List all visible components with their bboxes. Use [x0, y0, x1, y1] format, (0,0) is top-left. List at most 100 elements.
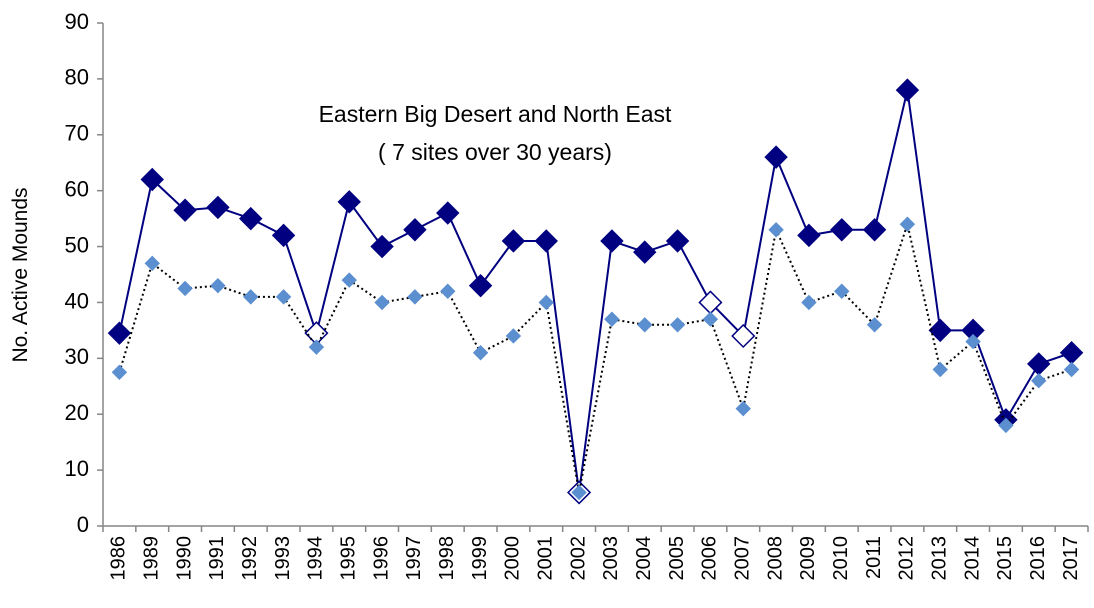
marker	[337, 190, 361, 214]
x-tick-label: 1992	[239, 536, 261, 581]
marker	[243, 289, 259, 305]
marker	[239, 206, 263, 231]
marker	[600, 229, 624, 253]
marker	[403, 218, 427, 242]
x-tick-label: 2003	[600, 536, 622, 581]
marker	[210, 277, 226, 294]
x-tick-label: 2016	[1027, 536, 1049, 581]
marker	[436, 201, 460, 225]
x-tick-label: 2013	[929, 536, 951, 581]
marker	[1027, 352, 1051, 376]
y-tick-label: 0	[77, 512, 89, 537]
x-tick-label: 2004	[633, 536, 655, 581]
marker	[768, 222, 784, 238]
marker	[440, 283, 456, 299]
x-tick-label: 2011	[863, 536, 885, 579]
x-tick-label: 1996	[370, 536, 392, 581]
y-tick-label: 20	[65, 400, 89, 425]
marker	[731, 323, 756, 349]
marker	[472, 345, 489, 361]
marker	[928, 318, 952, 343]
marker	[308, 339, 325, 355]
marker	[801, 294, 817, 311]
marker	[1063, 361, 1080, 378]
marker	[735, 400, 751, 417]
y-tick-label: 50	[65, 232, 89, 257]
y-tick-label: 30	[65, 344, 89, 369]
x-tick-label: 1990	[173, 536, 195, 581]
x-tick-label: 2015	[994, 536, 1016, 581]
marker	[538, 294, 554, 311]
marker	[505, 328, 522, 344]
marker	[764, 145, 788, 169]
marker	[206, 195, 230, 220]
y-tick-label: 90	[65, 9, 89, 34]
x-tick-label: 2008	[764, 536, 786, 581]
x-tick-label: 2009	[797, 536, 819, 581]
x-tick-label: 2007	[732, 536, 754, 581]
marker	[140, 167, 164, 192]
x-tick-label: 1995	[338, 536, 360, 581]
marker	[173, 198, 197, 222]
x-tick-label: 2005	[666, 536, 688, 581]
y-tick-label: 60	[65, 176, 89, 201]
x-tick-label: 2014	[961, 536, 983, 581]
x-tick-label: 1994	[305, 536, 327, 581]
y-axis-label: No. Active Mounds	[9, 187, 32, 362]
y-tick-label: 40	[65, 288, 89, 313]
x-tick-label: 2006	[699, 536, 721, 581]
marker	[407, 289, 423, 305]
marker	[370, 234, 394, 259]
x-tick-label: 1986	[108, 536, 130, 581]
marker	[374, 294, 390, 311]
marker	[895, 78, 920, 102]
marker	[144, 255, 160, 272]
marker	[932, 361, 948, 378]
x-tick-label: 2017	[1060, 536, 1082, 581]
x-tick-label: 2012	[896, 536, 918, 581]
marker	[866, 317, 883, 333]
marker	[830, 218, 854, 242]
x-tick-label: 1991	[206, 536, 228, 581]
marker	[669, 317, 686, 333]
x-tick-label: 2000	[502, 536, 524, 581]
marker	[862, 218, 887, 242]
marker	[534, 229, 558, 253]
y-tick-label: 70	[65, 121, 89, 146]
marker	[834, 283, 850, 299]
series-line	[118, 220, 1072, 493]
marker	[702, 311, 719, 327]
marker	[637, 317, 653, 333]
x-tick-label: 1998	[436, 536, 458, 581]
marker	[571, 484, 587, 501]
marker	[275, 289, 292, 305]
marker	[177, 280, 193, 297]
y-tick-label: 10	[65, 456, 89, 481]
marker	[468, 273, 493, 298]
marker	[797, 223, 821, 248]
marker	[271, 223, 296, 248]
marker	[998, 417, 1014, 434]
annotation: Eastern Big Desert and North East	[319, 101, 672, 127]
marker	[1031, 372, 1047, 389]
marker	[501, 229, 526, 253]
x-tick-label: 1993	[272, 536, 294, 581]
x-tick-label: 1999	[469, 536, 491, 581]
x-tick-label: 2002	[567, 536, 589, 581]
y-tick-label: 80	[65, 65, 89, 90]
marker	[107, 321, 132, 345]
marker	[341, 272, 357, 288]
marker	[111, 364, 128, 381]
marker	[604, 311, 620, 327]
marker	[965, 333, 981, 350]
x-tick-label: 1989	[141, 536, 163, 581]
x-tick-label: 1997	[403, 536, 425, 581]
marker	[633, 240, 657, 264]
x-tick-label: 2001	[535, 536, 557, 581]
marker	[899, 216, 916, 232]
marker	[1059, 341, 1084, 365]
annotation: ( 7 sites over 30 years)	[378, 139, 612, 165]
marker	[665, 229, 690, 253]
x-tick-label: 2010	[830, 536, 852, 581]
